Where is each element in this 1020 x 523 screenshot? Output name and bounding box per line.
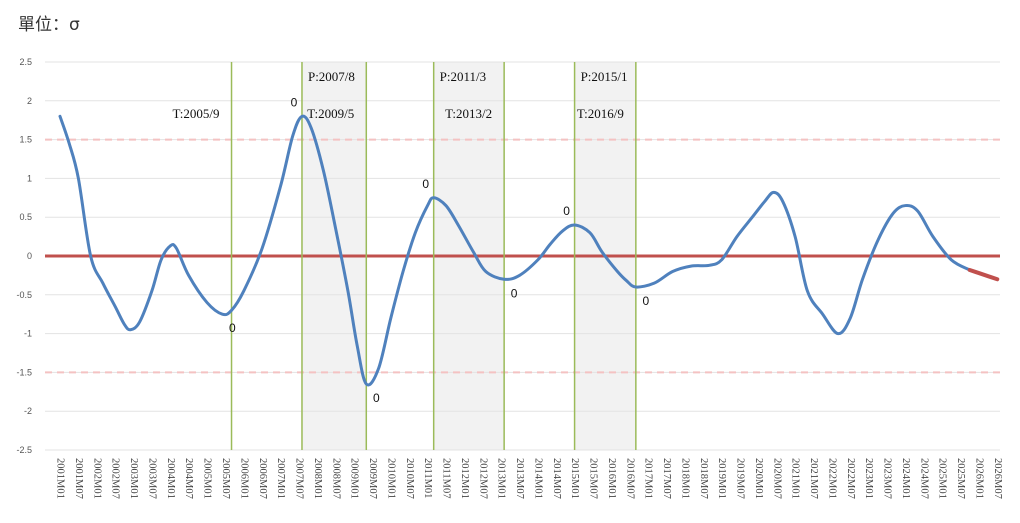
x-tick-label: 2026M01 — [973, 458, 984, 499]
y-tick-label: 0.5 — [19, 212, 32, 222]
x-tick-label: 2010M01 — [385, 458, 396, 499]
turning-point-label: P:2007/8 — [308, 69, 355, 84]
x-tick-label: 2004M01 — [165, 458, 176, 499]
x-tick-label: 2023M07 — [882, 458, 893, 499]
x-tick-label: 2011M07 — [441, 458, 452, 498]
point-label: 0 — [229, 321, 236, 335]
point-label: 0 — [643, 294, 650, 308]
x-tick-label: 2002M01 — [91, 458, 102, 499]
point-label: 0 — [511, 286, 518, 300]
x-tick-label: 2018M01 — [679, 458, 690, 499]
x-tick-label: 2008M07 — [330, 458, 341, 499]
y-tick-label: 1 — [27, 173, 32, 183]
x-tick-label: 2012M07 — [477, 458, 488, 499]
x-tick-label: 2018M07 — [698, 458, 709, 499]
x-tick-label: 2019M07 — [735, 458, 746, 499]
x-tick-label: 2020M07 — [771, 458, 782, 499]
x-tick-label: 2017M01 — [643, 458, 654, 499]
x-tick-label: 2001M01 — [55, 458, 66, 499]
x-tick-label: 2019M01 — [716, 458, 727, 499]
x-tick-label: 2007M01 — [275, 458, 286, 499]
y-tick-label: 2.5 — [19, 57, 32, 67]
x-tick-label: 2003M07 — [146, 458, 157, 499]
unit-label: 單位：σ — [18, 15, 80, 35]
point-label: 0 — [291, 95, 298, 109]
x-tick-label: 2014M07 — [551, 458, 562, 499]
y-tick-label: -0.5 — [16, 290, 32, 300]
x-tick-label: 2015M07 — [588, 458, 599, 499]
turning-point-label: P:2015/1 — [581, 69, 628, 84]
forecast-line — [967, 267, 1000, 282]
x-tick-label: 2005M01 — [202, 458, 213, 499]
x-tick-label: 2006M07 — [257, 458, 268, 499]
y-tick-label: 0 — [27, 251, 32, 261]
y-tick-label: -2 — [24, 406, 32, 416]
x-tick-label: 2014M01 — [532, 458, 543, 499]
x-tick-label: 2026M07 — [992, 458, 1003, 499]
x-tick-label: 2020M01 — [753, 458, 764, 499]
x-tick-label: 2001M07 — [73, 458, 84, 499]
x-tick-label: 2017M07 — [661, 458, 672, 499]
y-tick-label: 2 — [27, 96, 32, 106]
series-line — [58, 114, 972, 387]
x-tick-label: 2024M01 — [900, 458, 911, 499]
turning-point-label: T:2005/9 — [172, 106, 219, 121]
x-tick-label: 2009M07 — [367, 458, 378, 499]
x-tick-label: 2012M01 — [459, 458, 470, 499]
y-tick-label: 1.5 — [19, 135, 32, 145]
x-tick-label: 2021M07 — [808, 458, 819, 499]
x-tick-label: 2022M01 — [826, 458, 837, 499]
x-tick-label: 2010M07 — [404, 458, 415, 499]
x-tick-label: 2008M01 — [312, 458, 323, 499]
x-tick-label: 2023M01 — [863, 458, 874, 499]
x-tick-label: 2003M01 — [128, 458, 139, 499]
x-tick-label: 2004M07 — [183, 458, 194, 499]
x-tick-label: 2011M01 — [422, 458, 433, 498]
x-tick-label: 2006M01 — [238, 458, 249, 499]
y-tick-label: -1 — [24, 329, 32, 339]
x-tick-label: 2022M07 — [845, 458, 856, 499]
y-tick-label: -1.5 — [16, 367, 32, 377]
x-tick-label: 2021M01 — [790, 458, 801, 499]
x-tick-label: 2024M07 — [918, 458, 929, 499]
turning-point-label: P:2011/3 — [440, 69, 486, 84]
x-tick-label: 2009M01 — [349, 458, 360, 499]
y-tick-label: -2.5 — [16, 445, 32, 455]
x-tick-label: 2013M01 — [496, 458, 507, 499]
point-label: 0 — [422, 177, 429, 191]
turning-point-label: T:2009/5 — [307, 106, 354, 121]
turning-point-label: T:2016/9 — [577, 106, 624, 121]
x-tick-label: 2025M07 — [955, 458, 966, 499]
point-label: 0 — [563, 204, 570, 218]
x-tick-label: 2002M07 — [110, 458, 121, 499]
point-label: 0 — [373, 391, 380, 405]
x-tick-label: 2015M01 — [569, 458, 580, 499]
x-tick-label: 2007M07 — [294, 458, 305, 499]
x-tick-label: 2016M07 — [624, 458, 635, 499]
x-tick-label: 2005M07 — [220, 458, 231, 499]
x-tick-label: 2025M01 — [937, 458, 948, 499]
turning-point-label: T:2013/2 — [445, 106, 492, 121]
x-tick-label: 2013M07 — [514, 458, 525, 499]
x-tick-label: 2016M01 — [606, 458, 617, 499]
